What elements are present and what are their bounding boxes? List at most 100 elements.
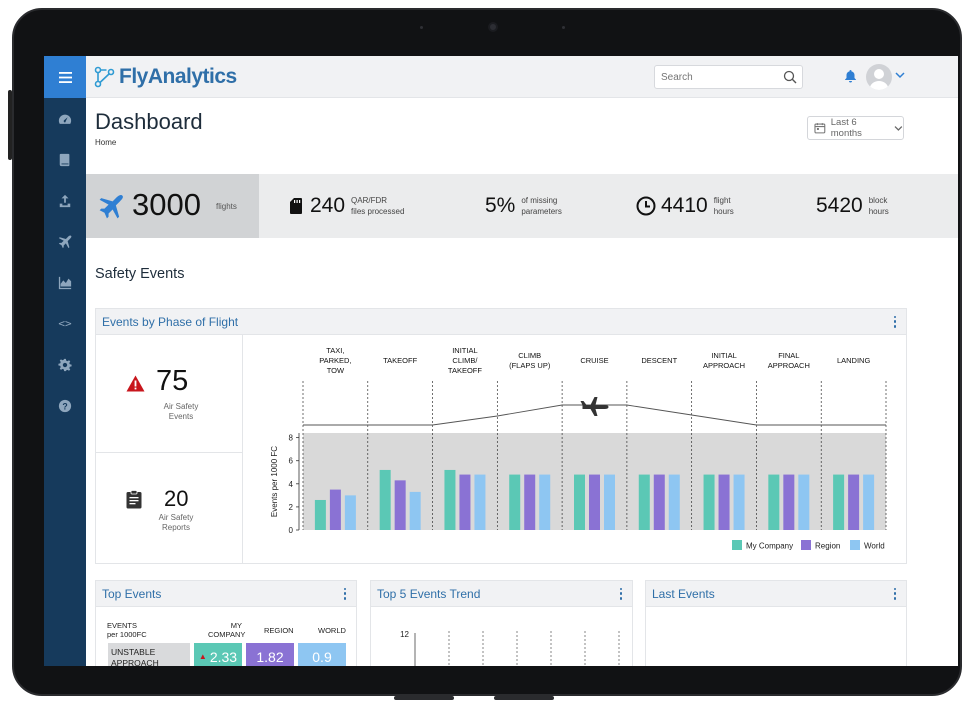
svg-text:?: ? <box>62 401 67 411</box>
bar-my-company <box>833 474 845 530</box>
legend-label: World <box>864 542 885 551</box>
airplane-icon <box>580 397 609 416</box>
files-value: 240 <box>310 194 346 217</box>
tablet-frame: <> ? FlyAnalytics <box>8 8 962 700</box>
legend-label: Region <box>815 542 840 551</box>
warning-icon <box>126 375 145 392</box>
world-value: 0.9 <box>312 649 332 665</box>
page-title: Dashboard <box>95 109 203 134</box>
bar-region <box>848 474 860 530</box>
last-events-panel: Last Events <box>645 580 907 666</box>
world-value-cell: 0.9 <box>298 643 346 666</box>
avatar[interactable] <box>866 64 892 90</box>
panel-header: Last Events <box>646 581 906 607</box>
bar-region <box>524 474 536 530</box>
date-range-picker[interactable]: Last 6 months <box>807 116 904 140</box>
category-label: CLIMB/ <box>452 356 478 365</box>
sidebar-item-flights[interactable] <box>44 221 86 262</box>
category-label: FINAL <box>778 351 799 360</box>
kebab-menu-icon[interactable] <box>340 587 350 601</box>
col-company-header: MY COMPANY <box>208 621 245 639</box>
category-label: APPROACH <box>768 361 810 370</box>
sidebar-item-analytics[interactable] <box>44 262 86 303</box>
sidebar-item-library[interactable] <box>44 139 86 180</box>
stats-band: 3000 flights 240 QAR/FDR files processed … <box>86 174 958 238</box>
gear-icon <box>58 358 72 371</box>
bar-region <box>653 474 665 530</box>
airplane-icon <box>58 235 72 248</box>
search-box <box>654 65 803 89</box>
legend-swatch <box>801 540 811 550</box>
files-label-2: files processed <box>351 207 405 216</box>
y-tick-label: 2 <box>289 503 294 512</box>
sidebar-item-dashboard[interactable] <box>44 98 86 139</box>
menu-icon <box>58 71 72 83</box>
y-tick-label: 4 <box>289 480 294 489</box>
bar-world <box>798 474 810 530</box>
top-events-panel: Top Events EVENTS per 1000FC MY COMPANY RE… <box>95 580 357 666</box>
category-label: DESCENT <box>641 356 677 365</box>
phase-of-flight-chart: 0 2 4 6 8 Events per 1000 FC TAXI,PARKED,TOW TA… <box>270 346 887 551</box>
chevron-down-icon <box>894 125 903 131</box>
code-icon: <> <box>58 317 72 330</box>
screen: <> ? FlyAnalytics <box>44 56 958 666</box>
section-title: Safety Events <box>95 266 185 282</box>
sidebar-item-upload[interactable] <box>44 180 86 221</box>
bar-region <box>459 474 471 530</box>
bar-world <box>409 491 421 530</box>
chevron-down-icon[interactable] <box>895 71 905 79</box>
missing-label-1: of missing <box>521 196 558 205</box>
event-name-1: UNSTABLE <box>111 647 156 657</box>
air-safety-reports-label-1: Air Safety <box>158 513 194 522</box>
user-icon <box>869 69 889 90</box>
sidebar-item-developer[interactable]: <> <box>44 303 86 344</box>
clipboard-icon <box>126 490 142 509</box>
stat-block-hours: 5420 block hours <box>816 174 889 238</box>
camera <box>488 22 498 32</box>
y-tick-label: 0 <box>289 526 294 535</box>
kpi-column: 75 Air Safety Events 20 Air Safety Reports <box>96 335 243 564</box>
col-events-label-1: EVENTS <box>107 621 138 630</box>
kebab-menu-icon[interactable] <box>890 587 900 601</box>
kebab-menu-icon[interactable] <box>616 587 626 601</box>
bar-my-company <box>379 469 391 530</box>
col-world-header: WORLD <box>318 626 346 635</box>
air-safety-reports-label-2: Reports <box>161 523 190 532</box>
flights-value: 3000 <box>132 187 201 222</box>
y-axis-label: Events per 1000 FC <box>270 446 279 517</box>
bar-my-company <box>444 469 456 530</box>
bar-my-company <box>768 474 780 530</box>
sidebar-item-settings[interactable] <box>44 344 86 385</box>
bar-region <box>718 474 730 530</box>
category-label: INITIAL <box>711 351 736 360</box>
col-region-header: REGION <box>264 626 294 635</box>
menu-button[interactable] <box>44 56 86 98</box>
kebab-menu-icon[interactable] <box>890 315 900 329</box>
category-label: TOW <box>327 366 345 375</box>
search-icon[interactable] <box>783 70 797 84</box>
bar-my-company <box>509 474 521 530</box>
bar-region <box>589 474 600 530</box>
category-label: LANDING <box>837 356 871 365</box>
air-safety-events-label-1: Air Safety <box>163 402 199 411</box>
breadcrumb[interactable]: Home <box>95 138 117 147</box>
air-safety-reports-value: 20 <box>164 486 189 511</box>
arrow-up-icon: ▲ <box>198 652 207 661</box>
clock-icon <box>636 196 656 216</box>
book-icon <box>59 153 70 166</box>
upload-icon <box>59 194 71 207</box>
search-input[interactable] <box>655 66 775 88</box>
bar-world <box>733 474 745 530</box>
bell-icon[interactable] <box>844 69 857 83</box>
panel-header: Top 5 Events Trend <box>371 581 632 607</box>
bar-world <box>539 474 551 530</box>
calendar-icon <box>814 123 826 134</box>
logo[interactable]: FlyAnalytics <box>94 65 237 89</box>
bar-world <box>863 474 875 530</box>
stat-missing: 5% of missing parameters <box>485 174 562 238</box>
sidebar-item-help[interactable]: ? <box>44 385 86 426</box>
stat-files: 240 QAR/FDR files processed <box>290 174 404 238</box>
area-chart-icon <box>58 276 72 289</box>
flight-hours-value: 4410 <box>661 194 708 217</box>
category-label: TAKEOFF <box>383 356 417 365</box>
